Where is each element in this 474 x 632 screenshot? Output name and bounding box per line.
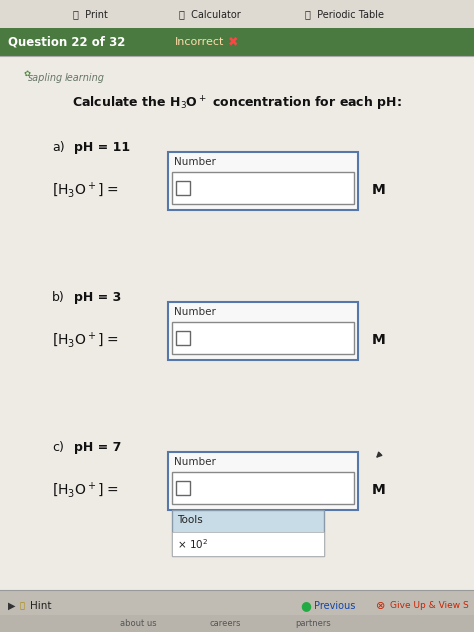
- Text: Calculate the H$_3$O$^+$ concentration for each pH:: Calculate the H$_3$O$^+$ concentration f…: [72, 95, 402, 113]
- Bar: [0, 0, 474, 28]
- Bar: [0, 56, 474, 590]
- Text: Number: Number: [174, 307, 216, 317]
- Text: ▶: ▶: [8, 601, 16, 611]
- Bar: [168, 152, 358, 210]
- Text: partners: partners: [295, 619, 331, 628]
- Text: $\left[\mathrm{H_3O^+}\right]=$: $\left[\mathrm{H_3O^+}\right]=$: [52, 181, 118, 200]
- Text: ⊗: ⊗: [376, 601, 385, 611]
- Text: pH = 7: pH = 7: [74, 442, 121, 454]
- Text: Incorrect: Incorrect: [175, 37, 224, 47]
- Bar: [0, 590, 474, 632]
- Text: M: M: [372, 183, 386, 197]
- Text: 🖨  Print: 🖨 Print: [73, 9, 108, 19]
- Bar: [172, 172, 354, 204]
- Text: Hint: Hint: [30, 601, 52, 611]
- Text: pH = 3: pH = 3: [74, 291, 121, 305]
- Bar: [172, 510, 324, 556]
- Bar: [176, 181, 190, 195]
- Text: ●: ●: [300, 600, 311, 612]
- Bar: [0, 615, 474, 632]
- Text: 📋  Periodic Table: 📋 Periodic Table: [306, 9, 384, 19]
- Text: Previous: Previous: [314, 601, 356, 611]
- Text: $\left[\mathrm{H_3O^+}\right]=$: $\left[\mathrm{H_3O^+}\right]=$: [52, 480, 118, 499]
- Text: ✿: ✿: [24, 68, 31, 78]
- Text: c): c): [52, 442, 64, 454]
- Text: ✖: ✖: [228, 35, 238, 49]
- Text: Number: Number: [174, 157, 216, 167]
- Text: $\left[\mathrm{H_3O^+}\right]=$: $\left[\mathrm{H_3O^+}\right]=$: [52, 331, 118, 349]
- Text: about us: about us: [120, 619, 156, 628]
- Text: Tools: Tools: [177, 515, 203, 525]
- Bar: [176, 481, 190, 495]
- Bar: [168, 302, 358, 360]
- Text: a): a): [52, 142, 64, 154]
- Bar: [176, 331, 190, 345]
- Text: Question 22 of 32: Question 22 of 32: [8, 35, 126, 49]
- Text: sapling: sapling: [28, 73, 63, 83]
- Text: Number: Number: [174, 457, 216, 467]
- Text: b): b): [52, 291, 65, 305]
- Text: $\times\ 10^2$: $\times\ 10^2$: [177, 537, 208, 551]
- Text: Give Up & View S: Give Up & View S: [390, 602, 469, 611]
- Text: careers: careers: [210, 619, 241, 628]
- Bar: [168, 452, 358, 510]
- Text: M: M: [372, 483, 386, 497]
- Text: learning: learning: [65, 73, 105, 83]
- Text: 🔔: 🔔: [20, 602, 25, 611]
- Text: M: M: [372, 333, 386, 347]
- Text: pH = 11: pH = 11: [74, 142, 130, 154]
- Bar: [172, 532, 324, 556]
- Bar: [172, 472, 354, 504]
- Text: 🖩  Calculator: 🖩 Calculator: [179, 9, 241, 19]
- Bar: [172, 322, 354, 354]
- Bar: [0, 28, 474, 56]
